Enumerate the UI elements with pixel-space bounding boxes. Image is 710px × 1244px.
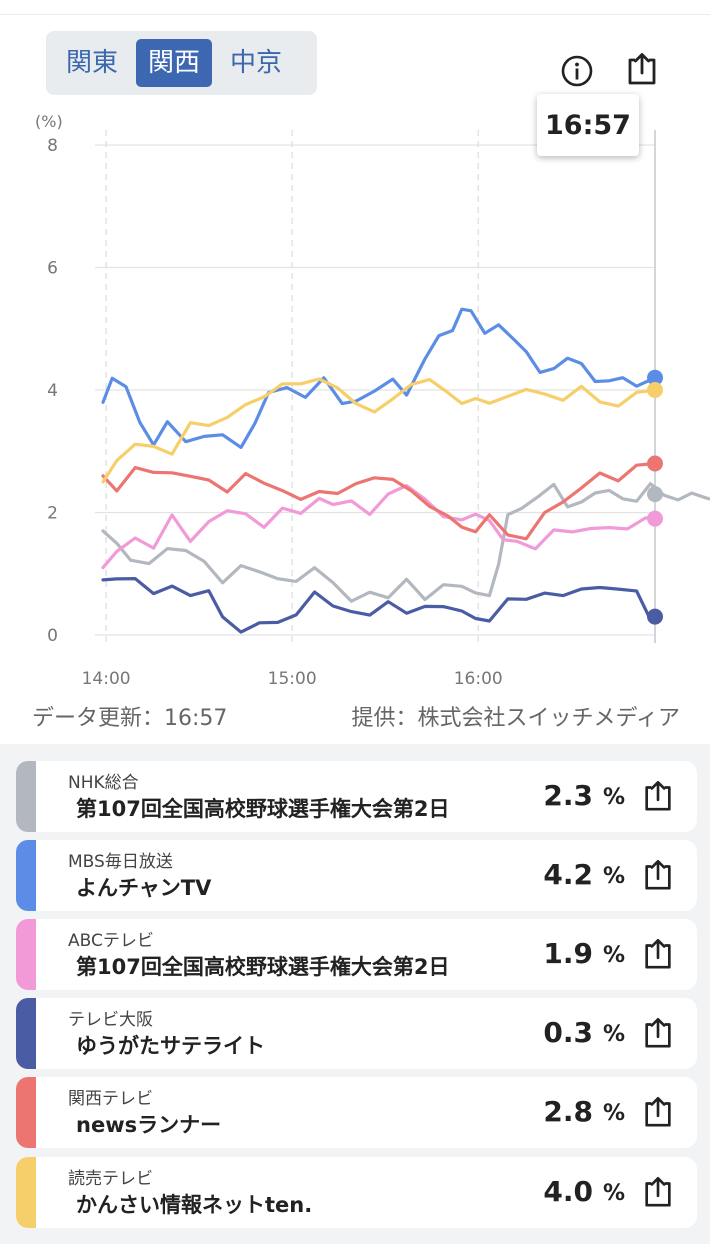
top-divider [0, 14, 710, 15]
channel-card-abc[interactable]: ABCテレビ 第107回全国高校野球選手権大会第2日 1.9 % [16, 919, 697, 990]
share-icon[interactable] [641, 858, 675, 892]
series-line [101, 461, 657, 541]
tab-chukyo[interactable]: 中京 [230, 48, 283, 78]
series-line [101, 484, 657, 570]
channel-name: 読売テレビ [68, 1169, 153, 1189]
channel-card-yomiuri-tv[interactable]: 読売テレビ かんさい情報ネットten. 4.0 % [16, 1157, 697, 1228]
channel-color-bar [16, 1157, 36, 1228]
x-tick-label: 15:00 [268, 669, 317, 689]
channel-card-kansai-tv[interactable]: 関西テレビ newsランナー 2.8 % [16, 1077, 697, 1148]
y-tick-label: 0 [47, 626, 58, 646]
series-line [101, 577, 657, 634]
channel-name: 関西テレビ [68, 1089, 153, 1109]
program-title: 第107回全国高校野球選手権大会第2日 [76, 955, 450, 979]
y-tick-label: 4 [47, 381, 58, 401]
channel-card-mbs[interactable]: MBS毎日放送 よんチャンTV 4.2 % [16, 840, 697, 911]
channel-card-tv-osaka[interactable]: テレビ大阪 ゆうがたサテライト 0.3 % [16, 998, 697, 1069]
channel-card-nhk[interactable]: NHK総合 第107回全国高校野球選手権大会第2日 2.3 % [16, 761, 697, 832]
channel-name: NHK総合 [68, 773, 139, 793]
rating-unit: % [602, 1022, 625, 1047]
channel-name: ABCテレビ [68, 931, 154, 951]
rating-value: 2.8 [543, 1095, 593, 1128]
y-tick-label: 8 [47, 136, 58, 156]
rating-unit: % [602, 1181, 625, 1206]
y-unit-label: (%) [35, 112, 63, 131]
share-icon[interactable] [641, 779, 675, 813]
y-tick-label: 2 [47, 504, 58, 524]
rating-value: 4.0 [543, 1175, 593, 1208]
program-title: 第107回全国高校野球選手権大会第2日 [76, 797, 450, 821]
rating-unit: % [602, 943, 625, 968]
program-title: ゆうがたサテライト [76, 1034, 265, 1058]
series-line [101, 482, 710, 603]
series-line [101, 307, 657, 449]
share-icon[interactable] [624, 51, 660, 87]
tab-kansai[interactable]: 関西 [136, 39, 213, 87]
series-endpoint [647, 608, 663, 625]
time-tooltip: 16:57 [537, 94, 639, 156]
y-tick-label: 6 [47, 259, 58, 279]
program-title: よんチャンTV [76, 876, 212, 900]
rating-unit: % [602, 785, 625, 810]
channel-name: MBS毎日放送 [68, 852, 173, 872]
series-endpoint [647, 382, 663, 398]
series-endpoint [647, 510, 663, 527]
share-icon[interactable] [641, 1095, 675, 1129]
series-endpoint [647, 455, 663, 472]
rating-value: 0.3 [543, 1016, 593, 1049]
region-tabs: 関東 関西 中京 [46, 31, 317, 95]
series-endpoint [647, 486, 663, 503]
channel-color-bar [16, 919, 36, 990]
channel-name: テレビ大阪 [68, 1010, 153, 1030]
channel-color-bar [16, 998, 36, 1069]
share-icon[interactable] [641, 1016, 675, 1050]
info-icon[interactable] [560, 54, 594, 88]
program-title: newsランナー [76, 1113, 222, 1137]
rating-value: 2.3 [543, 779, 593, 812]
rating-unit: % [602, 1101, 625, 1126]
channel-color-bar [16, 1077, 36, 1148]
data-updated-label: データ更新：16:57 [32, 706, 228, 731]
x-tick-label: 14:00 [82, 669, 131, 689]
channel-color-bar [16, 761, 36, 832]
ratings-line-chart: (%) 0 2 4 6 8 14:00 15:00 16:00 [35, 112, 710, 689]
series-line [101, 377, 657, 484]
share-icon[interactable] [641, 1175, 675, 1209]
x-tick-label: 16:00 [454, 669, 503, 689]
tab-kanto[interactable]: 関東 [66, 48, 119, 78]
rating-unit: % [602, 864, 625, 889]
program-title: かんさい情報ネットten. [76, 1193, 313, 1217]
data-credit-label: 提供：株式会社スイッチメディア [351, 706, 680, 731]
series-endpoint [647, 369, 663, 386]
rating-value: 1.9 [543, 937, 593, 970]
channel-color-bar [16, 840, 36, 911]
share-icon[interactable] [641, 937, 675, 971]
rating-value: 4.2 [543, 858, 593, 891]
